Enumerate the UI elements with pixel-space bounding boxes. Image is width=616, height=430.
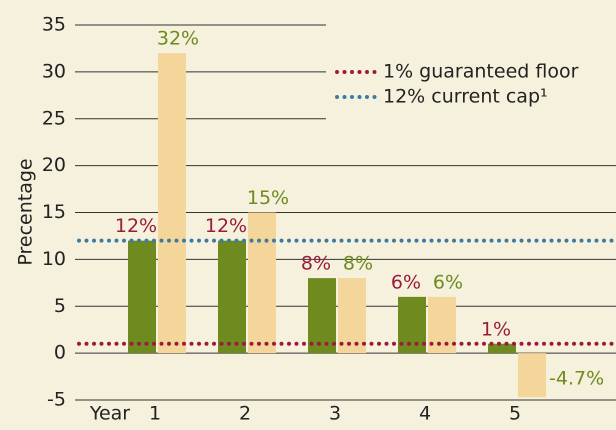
x-axis-label: Year	[89, 403, 130, 425]
bar	[308, 278, 336, 354]
y-tick-label: 30	[42, 60, 66, 82]
bar	[338, 278, 366, 354]
y-tick-label: 5	[54, 295, 66, 317]
y-tick-label: 20	[42, 154, 66, 176]
legend-label: 12% current cap¹	[383, 86, 548, 108]
value-label: 32%	[157, 28, 199, 50]
value-label: 8%	[343, 253, 373, 275]
bar	[518, 353, 546, 398]
value-label: 6%	[433, 271, 463, 293]
bar	[218, 240, 246, 354]
bar	[158, 53, 186, 354]
value-label: -4.7%	[549, 368, 604, 390]
x-tick-label: 2	[239, 403, 251, 425]
x-tick-label: 1	[149, 403, 161, 425]
value-label: 1%	[481, 318, 511, 340]
value-label: 8%	[301, 253, 331, 275]
legend-label: 1% guaranteed floor	[383, 61, 579, 83]
value-label: 12%	[205, 215, 247, 237]
value-label: 6%	[391, 271, 421, 293]
bar	[128, 240, 156, 354]
y-axis-label: Precentage	[15, 158, 37, 265]
y-tick-label: -5	[47, 389, 66, 411]
bar	[248, 212, 276, 354]
bar	[488, 343, 516, 354]
x-tick-label: 5	[509, 403, 521, 425]
value-label: 12%	[115, 215, 157, 237]
y-tick-label: 15	[42, 201, 66, 223]
y-tick-label: 25	[42, 107, 66, 129]
x-tick-label: 4	[419, 403, 431, 425]
y-tick-label: 10	[42, 248, 66, 270]
legend-background	[326, 15, 616, 150]
y-tick-label: 0	[54, 342, 66, 364]
y-tick-label: 35	[42, 14, 66, 36]
x-tick-label: 3	[329, 403, 341, 425]
value-label: 15%	[247, 187, 289, 209]
